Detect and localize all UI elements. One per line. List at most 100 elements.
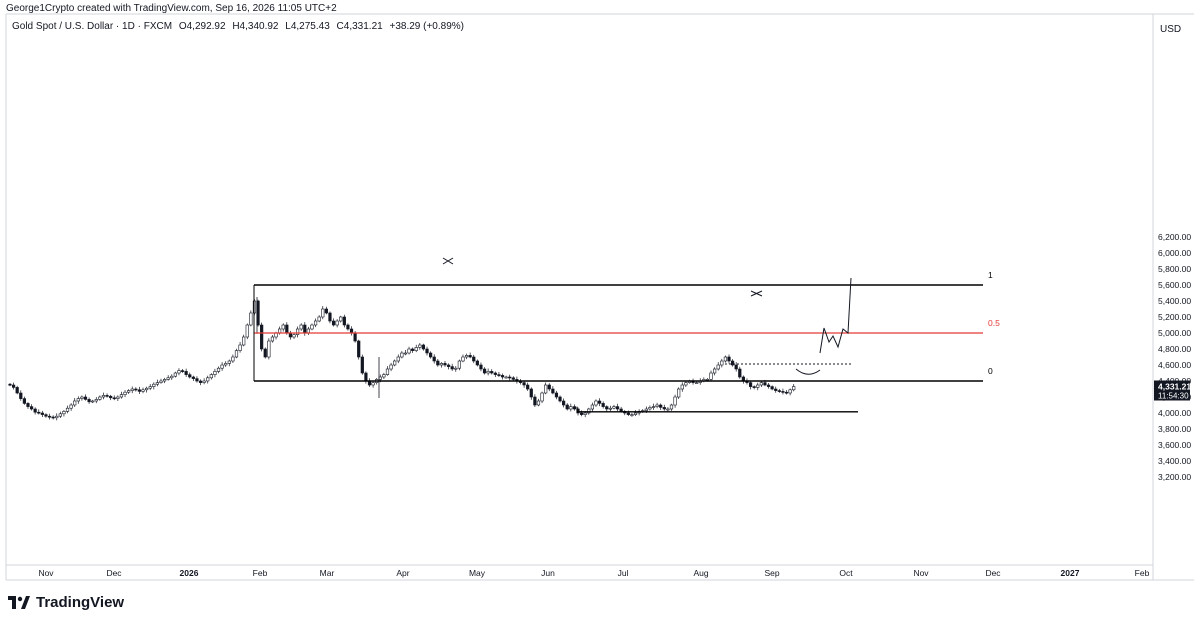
candle-body <box>19 392 23 399</box>
candle-body <box>385 368 390 375</box>
candle-body <box>396 356 400 362</box>
candle-body <box>263 348 267 358</box>
candle-body <box>468 355 472 358</box>
candle-body <box>443 363 447 366</box>
candle-body <box>216 367 221 372</box>
candle-body <box>65 407 70 412</box>
candle-body <box>51 416 55 419</box>
time-tick-label: Aug <box>693 568 708 578</box>
time-tick-label: Oct <box>839 568 853 578</box>
candle-body <box>382 374 386 378</box>
candle-body <box>500 375 505 378</box>
candle-body <box>364 372 368 382</box>
arc-annotation <box>795 368 821 375</box>
candle-body <box>633 412 638 415</box>
candle-body <box>407 348 411 354</box>
candle-body <box>58 413 62 417</box>
candle-body <box>321 308 325 318</box>
price-tick-label: 6,000.00 <box>1158 248 1191 258</box>
candle-body <box>756 384 760 388</box>
candle-body <box>234 350 239 358</box>
ohlc-close: C4,331.21 <box>336 21 383 32</box>
brand-name: TradingView <box>36 594 125 611</box>
candle-body <box>608 407 612 410</box>
symbol-legend[interactable]: Gold Spot / U.S. Dollar · 1D · FXCM O4,2… <box>12 21 468 32</box>
ohlc-low: L4,275.43 <box>285 21 330 32</box>
symbol-name[interactable]: Gold Spot / U.S. Dollar · 1D · FXCM <box>12 21 173 32</box>
candle-body <box>508 376 512 379</box>
candle-body <box>123 391 127 395</box>
current-price-value: 4,331.21 <box>1158 382 1191 392</box>
candle-body <box>680 384 684 390</box>
candle-body <box>436 360 440 366</box>
candle-body <box>267 340 271 358</box>
x-mark-annotation <box>750 290 763 297</box>
candle-body <box>346 324 350 330</box>
candle-body <box>766 384 771 387</box>
candle-body <box>109 395 113 399</box>
candle-body <box>238 344 242 351</box>
candle-body <box>544 384 548 394</box>
candle-body <box>209 374 213 379</box>
price-tick-label: 5,000.00 <box>1158 328 1191 338</box>
candle-body <box>162 379 167 382</box>
candle-body <box>227 360 231 364</box>
candle-body <box>429 352 433 358</box>
candle-body <box>709 372 713 380</box>
candle-body <box>752 386 756 388</box>
annotations-group <box>442 257 853 375</box>
candle-body <box>166 377 170 380</box>
candle-body <box>734 364 738 370</box>
candle-body <box>155 382 159 385</box>
currency-label[interactable]: USD <box>1160 24 1182 35</box>
candle-body <box>403 352 408 355</box>
candle-body <box>511 377 515 380</box>
candle-body <box>281 324 285 330</box>
candle-body <box>464 355 469 358</box>
candle-body <box>558 396 562 402</box>
candle-body <box>504 376 508 379</box>
candle-body <box>662 407 666 410</box>
time-axis-ticks[interactable]: Nov Dec 2026 Feb Mar Apr May Jun Jul Aug Sep Oct Nov… <box>38 568 1149 578</box>
tradingview-logo[interactable]: TradingView <box>8 594 124 611</box>
price-axis-ticks[interactable]: 6,200.00 6,000.00 5,800.00 5,600.00 5,400.00… <box>1158 232 1191 482</box>
candle-body <box>730 360 735 366</box>
candle-body <box>493 372 497 375</box>
candle-body <box>792 386 796 391</box>
chart-credit: George1Crypto created with TradingView.c… <box>6 3 337 14</box>
time-tick-label: Feb <box>1135 568 1150 578</box>
candle-body <box>411 348 415 351</box>
candle-body <box>547 384 551 390</box>
candle-body <box>389 364 393 370</box>
time-tick-label: 2027 <box>1061 568 1080 578</box>
levels-group[interactable]: 10.50 <box>253 270 1000 413</box>
candle-body <box>630 414 634 416</box>
candle-body <box>335 320 339 326</box>
candle-body <box>98 396 102 400</box>
candle-body <box>659 404 663 408</box>
candle-body <box>324 308 328 314</box>
price-tick-label: 5,800.00 <box>1158 264 1191 274</box>
candle-body <box>152 383 156 387</box>
candle-body <box>11 384 16 388</box>
candle-body <box>648 407 652 410</box>
candle-body <box>450 366 454 370</box>
candle-body <box>479 364 483 370</box>
candle-body <box>116 396 120 399</box>
candle-body <box>475 360 479 366</box>
candle-body <box>127 390 131 393</box>
candle-body <box>328 312 332 322</box>
time-tick-label: Sep <box>764 568 779 578</box>
candle-body <box>551 388 555 394</box>
candle-body <box>177 370 181 374</box>
candle-body <box>569 406 573 410</box>
candle-body <box>626 412 630 415</box>
candle-body <box>134 388 138 391</box>
candle-body <box>313 320 318 326</box>
price-tick-label: 5,200.00 <box>1158 312 1191 322</box>
candle-body <box>605 406 609 410</box>
candle-body <box>8 383 12 386</box>
candle-body <box>497 374 501 376</box>
candle-body <box>62 411 66 415</box>
